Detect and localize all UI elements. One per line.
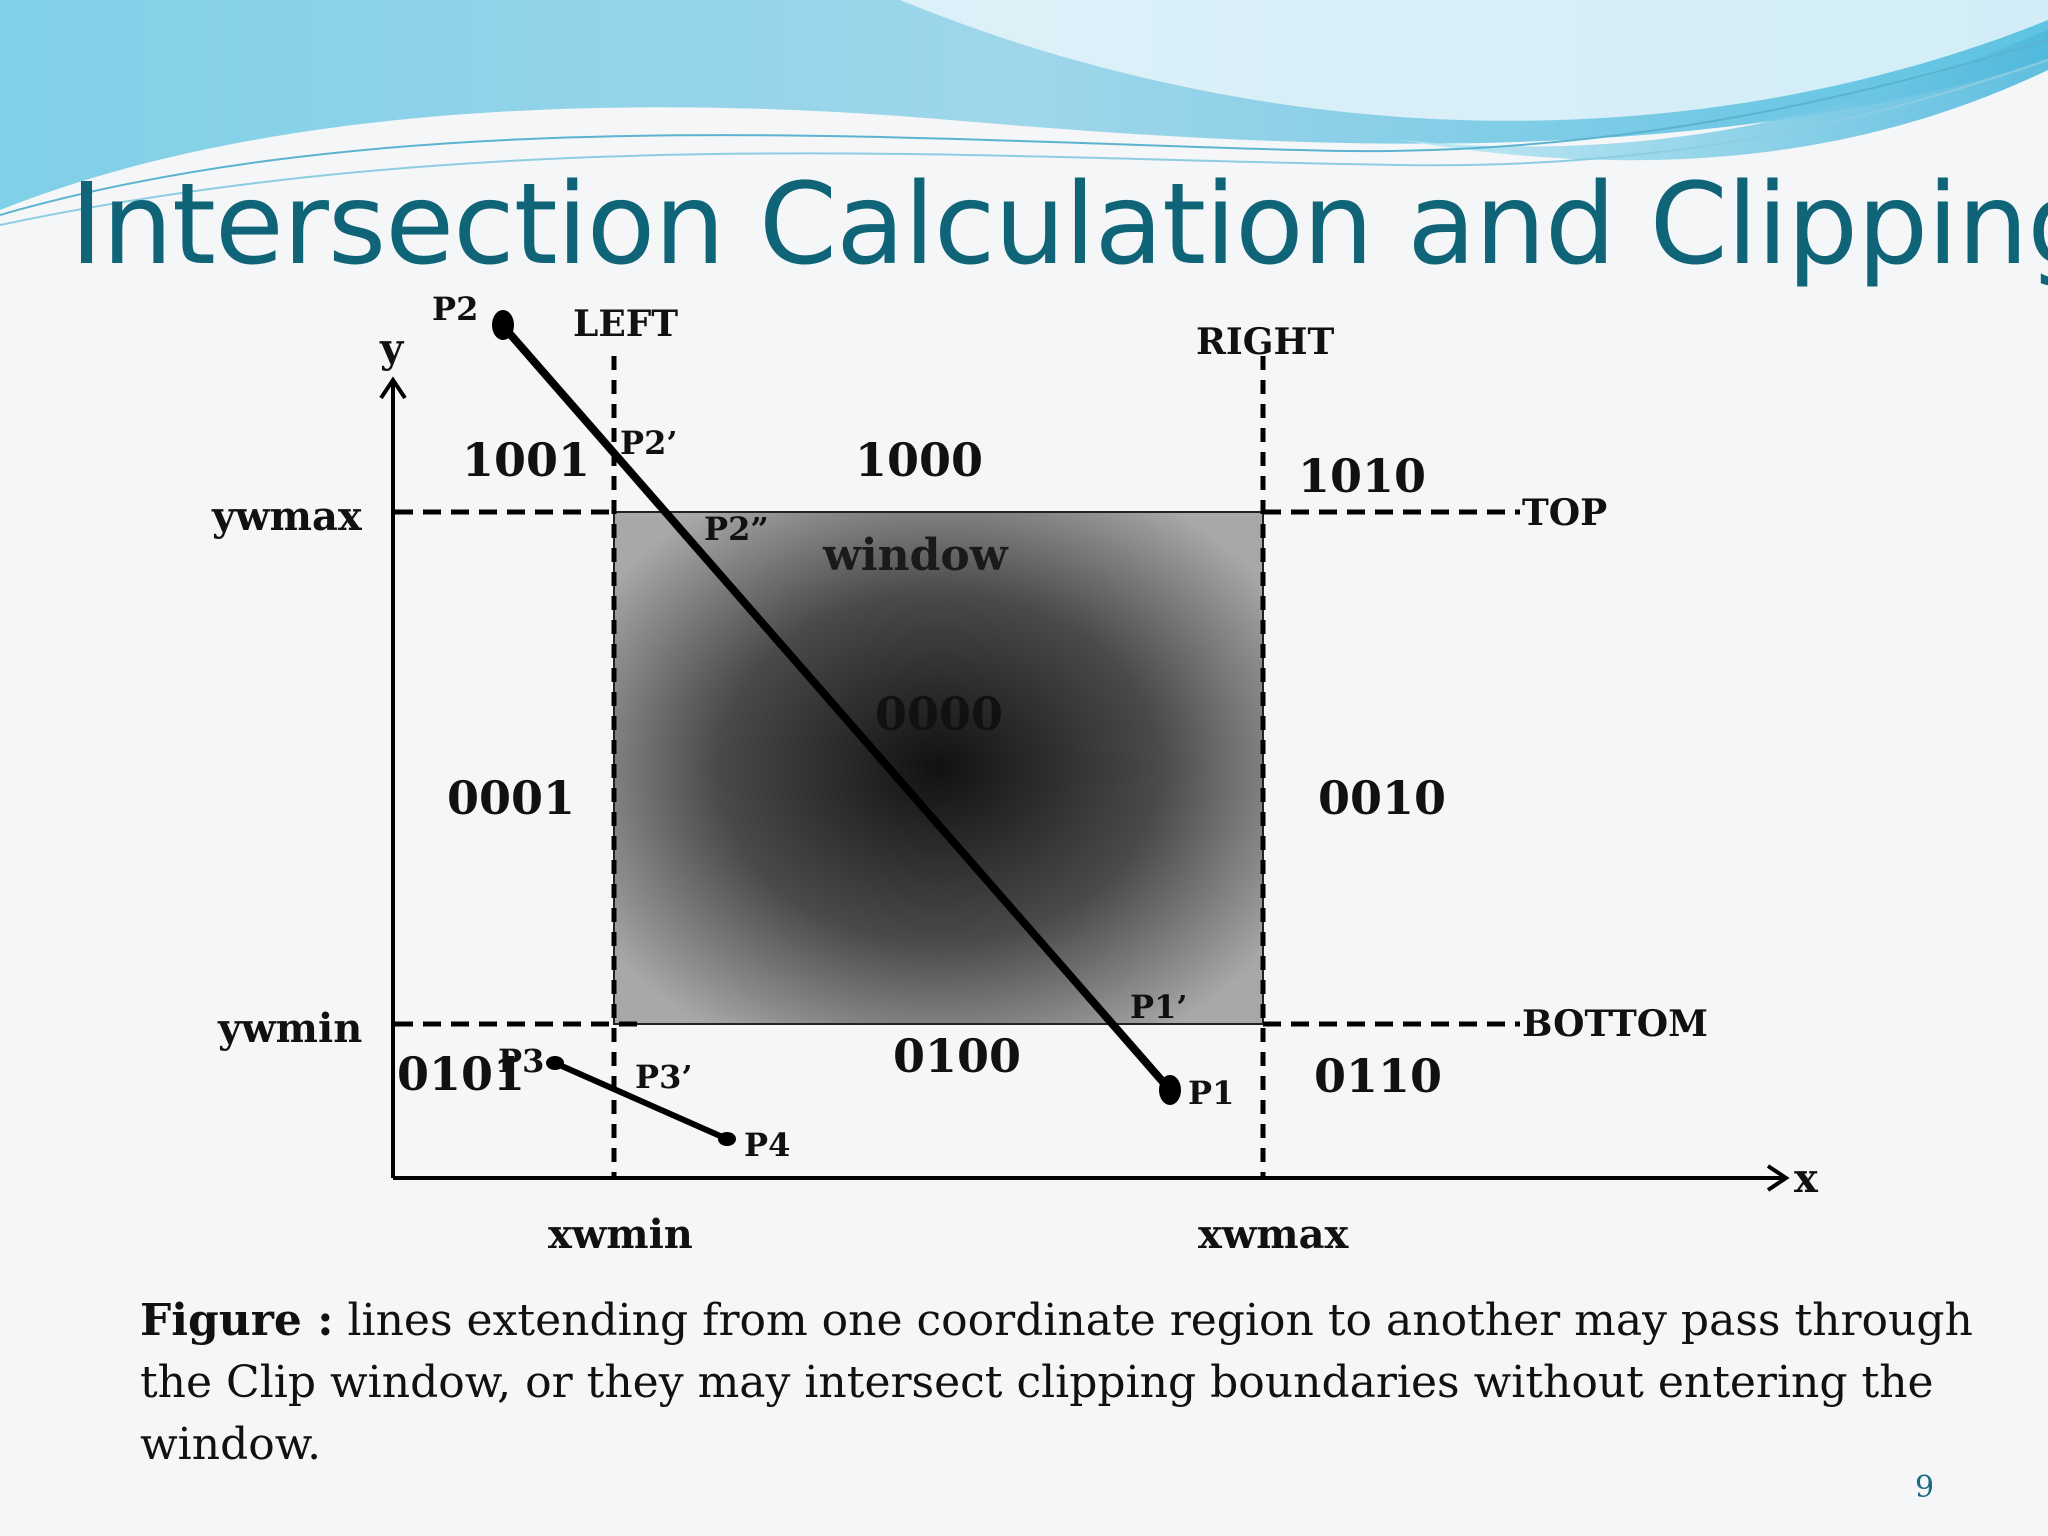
point-label-p2-prime: P2’ — [620, 424, 677, 462]
point-label-p3: P3 — [498, 1042, 544, 1080]
endpoint-p1 — [1159, 1075, 1181, 1105]
xwmax-label: xwmax — [1198, 1211, 1350, 1258]
caption-text: lines extending from one coordinate regi… — [140, 1295, 1973, 1470]
region-code-top: 1000 — [855, 433, 983, 487]
right-boundary-label: RIGHT — [1196, 321, 1335, 363]
region-code-left: 0001 — [447, 771, 575, 825]
endpoint-p4 — [718, 1132, 736, 1146]
region-code-top-left: 1001 — [462, 433, 590, 487]
segment-p1-p2 — [499, 323, 1174, 1093]
top-boundary-label: TOP — [1522, 492, 1607, 534]
left-boundary-label: LEFT — [573, 303, 678, 345]
slide-title: Intersection Calculation and Clipping — [70, 160, 2048, 290]
region-code-right: 0010 — [1318, 771, 1446, 825]
banner-wave-front — [1400, 30, 2048, 161]
bottom-boundary-label: BOTTOM — [1522, 1003, 1708, 1045]
banner-thin-line — [0, 39, 2048, 216]
region-code-bottom: 0100 — [893, 1029, 1021, 1083]
ywmin-label: ywmin — [217, 1005, 362, 1052]
point-label-p1: P1 — [1188, 1074, 1234, 1112]
x-axis-label: x — [1794, 1155, 1819, 1202]
endpoint-p3 — [546, 1056, 564, 1070]
region-code-center: 0000 — [875, 687, 1003, 741]
caption-lead: Figure : — [140, 1295, 334, 1346]
point-label-p2: P2 — [432, 290, 478, 328]
region-code-top-right: 1010 — [1298, 449, 1426, 503]
point-label-p1-prime: P1’ — [1130, 988, 1187, 1026]
point-label-p2-double-prime: P2” — [704, 510, 769, 548]
clip-window — [613, 511, 1264, 1025]
slide-number: 9 — [1915, 1470, 1935, 1505]
window-label: window — [822, 530, 1009, 581]
xwmin-label: xwmin — [548, 1211, 693, 1258]
segment-p3-p4 — [553, 1060, 729, 1142]
region-code-bottom-right: 0110 — [1314, 1049, 1442, 1103]
figure-caption: Figure : lines extending from one coordi… — [140, 1290, 2020, 1476]
point-label-p3-prime: P3’ — [635, 1058, 692, 1096]
banner-thin-line-2 — [0, 59, 2048, 226]
y-axis-arrowhead — [379, 376, 407, 400]
ywmax-label: ywmax — [211, 493, 363, 540]
region-code-bottom-left: 0101 — [397, 1047, 525, 1101]
header-wave-banner — [0, 0, 2048, 226]
point-label-p4: P4 — [744, 1126, 790, 1164]
clipping-diagram: y x LEFT RIGHT TOP BOTTOM ywmax ywmin xw… — [211, 290, 1819, 1258]
x-axis-arrowhead — [1766, 1164, 1790, 1192]
endpoint-p2 — [492, 310, 514, 340]
banner-wave-light — [900, 0, 2048, 121]
y-axis-label: y — [379, 325, 405, 372]
